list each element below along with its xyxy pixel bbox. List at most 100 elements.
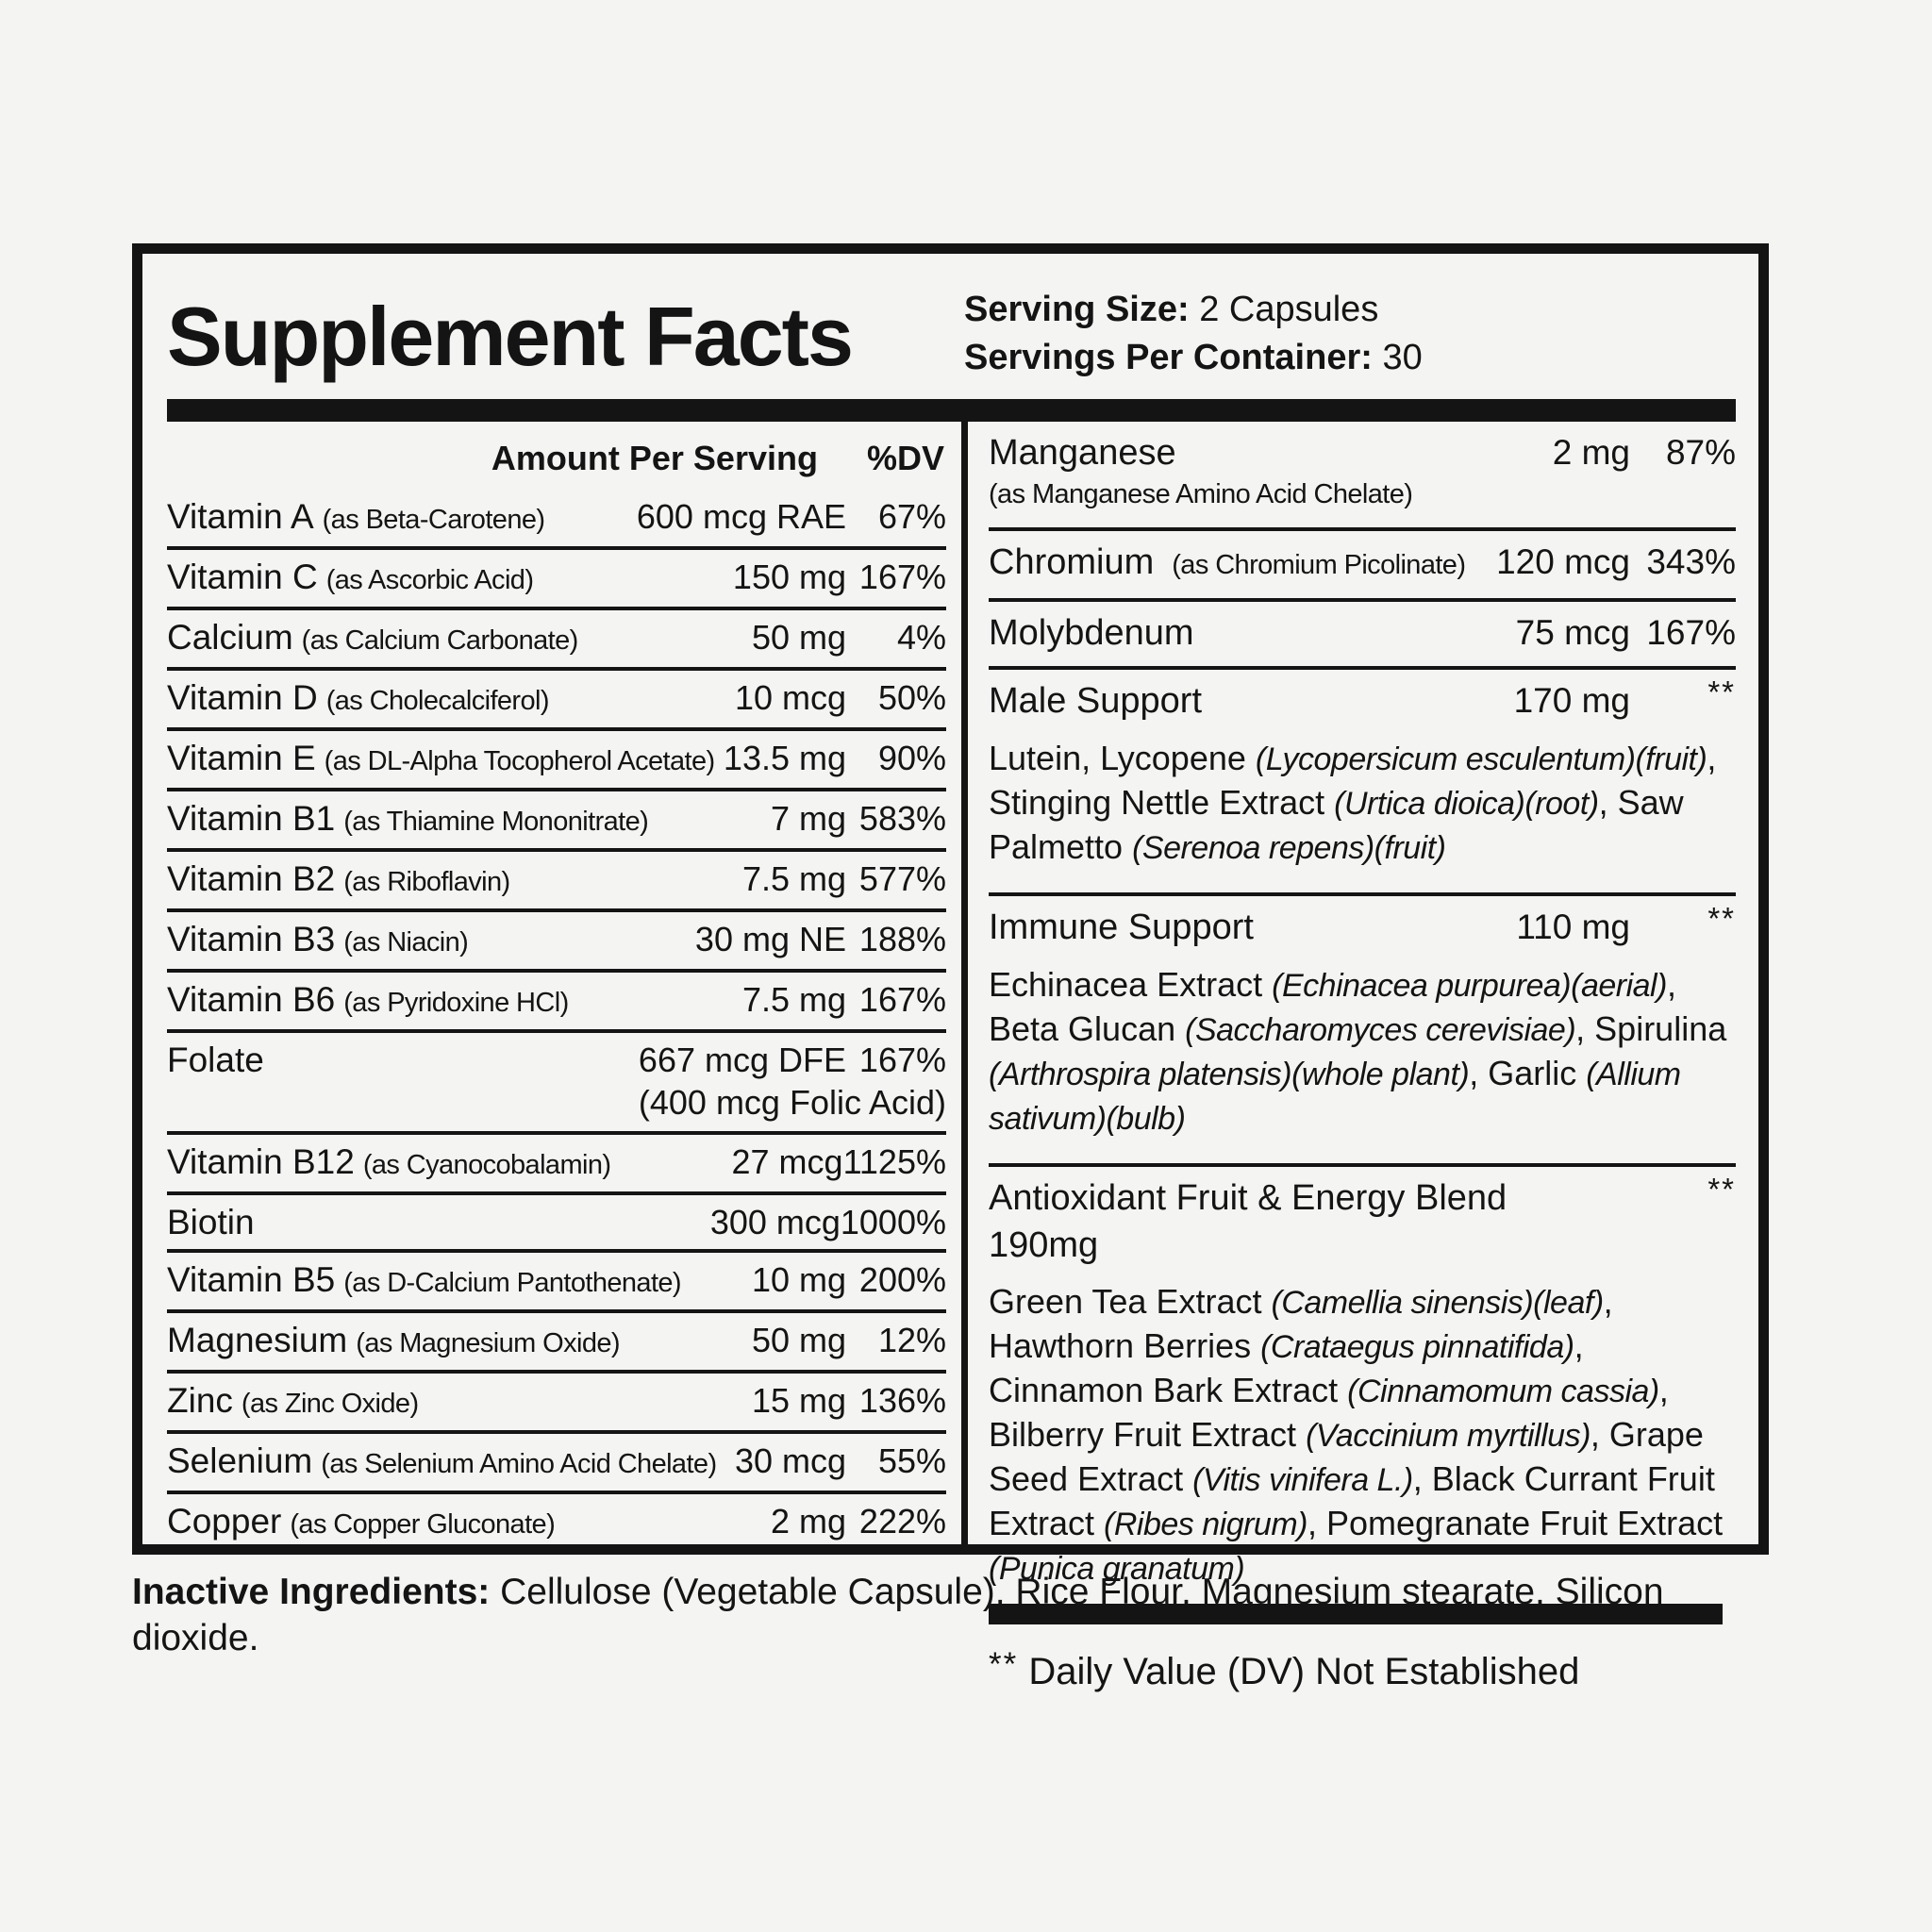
row-dv: 87% bbox=[1665, 432, 1736, 472]
amount-per-serving-header: Amount Per Serving bbox=[491, 438, 818, 477]
supplement-facts-panel: Supplement Facts Serving Size: 2 Capsule… bbox=[132, 243, 1769, 1692]
botanical-name: (Ribes nigrum) bbox=[1104, 1506, 1307, 1542]
row-amount: 75 mcg bbox=[1515, 612, 1630, 652]
nutrient-row: Vitamin B1 (as Thiamine Mononitrate) 7 mg 5… bbox=[167, 791, 946, 852]
nutrient-dv: 50% bbox=[877, 677, 946, 717]
nutrient-row: Vitamin A (as Beta-Carotene) 600 mcg RAE 67… bbox=[167, 490, 946, 550]
row-main: Molybdenum 75 mcg 167% bbox=[989, 609, 1736, 657]
nutrient-form: (as Pyridoxine HCl) bbox=[343, 987, 569, 1018]
row-label: Antioxidant Fruit & Energy Blend 190mg bbox=[989, 1174, 1619, 1269]
nutrient-label: Vitamin B6 (as Pyridoxine HCl) bbox=[167, 978, 569, 1024]
nutrient-row: Copper (as Copper Gluconate) 2 mg 222% bbox=[167, 1494, 946, 1551]
nutrient-row-main: Vitamin B1 (as Thiamine Mononitrate) 7 mg 5… bbox=[167, 797, 946, 843]
footnote-block: ** Daily Value (DV) Not Established bbox=[989, 1603, 1736, 1710]
nutrient-name: Vitamin C bbox=[167, 557, 318, 596]
nutrient-name: Vitamin B6 bbox=[167, 979, 336, 1019]
botanical-name: (Allium sativum)(bulb) bbox=[989, 1056, 1681, 1137]
nutrient-row-main: Vitamin B5 (as D-Calcium Pantothenate) 10 … bbox=[167, 1258, 946, 1305]
nutrient-row: Vitamin B12 (as Cyanocobalamin) 27 mcg 1125… bbox=[167, 1135, 946, 1195]
serving-info: Serving Size: 2 Capsules Servings Per Co… bbox=[964, 278, 1423, 382]
nutrient-dv: 12% bbox=[877, 1320, 946, 1359]
botanical-name: (Serenoa repens)(fruit) bbox=[1132, 829, 1446, 866]
row-label: Molybdenum bbox=[989, 609, 1194, 657]
botanical-name: (Cinnamomum cassia) bbox=[1347, 1373, 1659, 1409]
nutrient-dv: 167% bbox=[858, 979, 946, 1019]
nutrient-amount: 50 mg bbox=[751, 1320, 846, 1359]
nutrient-label: Magnesium (as Magnesium Oxide) bbox=[167, 1319, 621, 1365]
blend-row: Antioxidant Fruit & Energy Blend 190mg **… bbox=[989, 1167, 1736, 1604]
row-amount: 2 mg bbox=[1552, 432, 1630, 472]
nutrient-row-main: Vitamin B2 (as Riboflavin) 7.5 mg 577% bbox=[167, 858, 946, 904]
row-name: Manganese bbox=[989, 432, 1176, 473]
botanical-name: (Arthrospira platensis)(whole plant) bbox=[989, 1056, 1470, 1092]
row-amount: 110 mg bbox=[1516, 907, 1630, 946]
nutrient-row-main: Folate 667 mcg DFE 167% bbox=[167, 1039, 946, 1082]
nutrient-row: Vitamin B5 (as D-Calcium Pantothenate) 10 … bbox=[167, 1253, 946, 1313]
nutrient-form: (as Selenium Amino Acid Chelate) bbox=[321, 1448, 717, 1479]
left-column: Amount Per Serving %DV Vitamin A (as Beta… bbox=[167, 422, 946, 1544]
row-main: Immune Support 110 mg ** bbox=[989, 901, 1736, 952]
nutrient-row: Chromium (as Chromium Picolinate) 120 mcg 3… bbox=[989, 531, 1736, 602]
nutrient-label: Vitamin B5 (as D-Calcium Pantothenate) bbox=[167, 1258, 682, 1305]
botanical-name: (Saccharomyces cerevisiae) bbox=[1185, 1011, 1576, 1048]
row-form: (as Chromium Picolinate) bbox=[1172, 549, 1466, 580]
ingredient-text: , Hawthorn Berries bbox=[989, 1281, 1613, 1365]
ingredient-text: , Garlic bbox=[1469, 1053, 1587, 1092]
nutrient-dv: 55% bbox=[877, 1441, 946, 1480]
nutrient-row-main: Vitamin C (as Ascorbic Acid) 150 mg 167% bbox=[167, 556, 946, 602]
nutrient-dv: 188% bbox=[858, 919, 946, 958]
nutrient-label: Biotin bbox=[167, 1201, 255, 1244]
nutrient-dv: 583% bbox=[858, 798, 946, 838]
nutrient-form: (as DL-Alpha Tocopherol Acetate) bbox=[324, 745, 716, 776]
nutrient-label: Vitamin B12 (as Cyanocobalamin) bbox=[167, 1141, 611, 1187]
panel-title: Supplement Facts bbox=[167, 290, 854, 383]
blend-ingredients: Lutein, Lycopene (Lycopersicum esculentu… bbox=[989, 725, 1736, 883]
footnote-marker: ** bbox=[989, 1645, 1019, 1683]
nutrient-label: Copper (as Copper Gluconate) bbox=[167, 1500, 556, 1546]
nutrient-form: (as Riboflavin) bbox=[343, 866, 510, 897]
ingredient-text: Echinacea Extract bbox=[989, 964, 1273, 1004]
nutrient-amount: 30 mcg bbox=[734, 1441, 846, 1480]
blend-row: Immune Support 110 mg ** Echinacea Extract … bbox=[989, 896, 1736, 1167]
nutrient-name: Copper bbox=[167, 1501, 282, 1541]
nutrient-name: Biotin bbox=[167, 1202, 255, 1241]
nutrient-form: (as Copper Gluconate) bbox=[290, 1508, 556, 1540]
row-main: Antioxidant Fruit & Energy Blend 190mg ** bbox=[989, 1172, 1736, 1269]
nutrient-amount: 15 mg bbox=[751, 1380, 846, 1420]
row-amount: 120 mcg bbox=[1496, 541, 1630, 581]
nutrient-form: (as Calcium Carbonate) bbox=[301, 625, 579, 656]
inactive-ingredients-text: Cellulose (Vegetable Capsule), Rice Flou… bbox=[132, 1572, 1664, 1658]
nutrient-dv: 90% bbox=[877, 738, 946, 777]
nutrient-row-main: Selenium (as Selenium Amino Acid Chelate)… bbox=[167, 1440, 946, 1486]
nutrient-dv: 67% bbox=[877, 496, 946, 536]
nutrient-name: Magnesium bbox=[167, 1320, 348, 1359]
row-main: Chromium (as Chromium Picolinate) 120 mcg 3… bbox=[989, 539, 1736, 589]
nutrient-label: Vitamin B2 (as Riboflavin) bbox=[167, 858, 510, 904]
row-name: Chromium bbox=[989, 541, 1155, 582]
nutrient-row: Vitamin D (as Cholecalciferol) 10 mcg 50% bbox=[167, 671, 946, 731]
botanical-name: (Vitis vinifera L.) bbox=[1192, 1461, 1413, 1498]
nutrient-form: (as Ascorbic Acid) bbox=[325, 564, 534, 595]
nutrient-amount: 7.5 mg bbox=[741, 979, 846, 1019]
ingredient-text: , Stinging Nettle Extract bbox=[989, 738, 1717, 822]
botanical-name: (Punica granatum) bbox=[989, 1550, 1245, 1587]
row-subform: (as Manganese Amino Acid Chelate) bbox=[989, 478, 1413, 509]
nutrient-amount: 10 mcg bbox=[734, 677, 846, 717]
botanical-name: (Lycopersicum esculentum)(fruit) bbox=[1255, 741, 1707, 777]
nutrient-label: Calcium (as Calcium Carbonate) bbox=[167, 616, 578, 662]
nutrient-label: Vitamin A (as Beta-Carotene) bbox=[167, 495, 545, 541]
ingredient-text: Green Tea Extract bbox=[989, 1281, 1272, 1321]
row-main: Male Support 170 mg ** bbox=[989, 675, 1736, 725]
nutrient-label: Selenium (as Selenium Amino Acid Chelate) bbox=[167, 1440, 717, 1486]
nutrient-row: Manganese 2 mg 87% (as Manganese Amino Acid… bbox=[989, 422, 1736, 531]
nutrient-name: Folate bbox=[167, 1040, 264, 1079]
nutrient-amount: 600 mcg RAE bbox=[636, 496, 846, 536]
serving-size-value: 2 Capsules bbox=[1199, 290, 1379, 329]
nutrient-dv: 1125% bbox=[842, 1141, 946, 1181]
nutrient-label: Folate bbox=[167, 1039, 264, 1082]
nutrient-row: Selenium (as Selenium Amino Acid Chelate)… bbox=[167, 1434, 946, 1494]
nutrient-row: Vitamin B3 (as Niacin) 30 mg NE 188% bbox=[167, 912, 946, 973]
nutrient-label: Vitamin D (as Cholecalciferol) bbox=[167, 676, 550, 723]
facts-columns: Amount Per Serving %DV Vitamin A (as Beta… bbox=[142, 421, 1758, 1692]
